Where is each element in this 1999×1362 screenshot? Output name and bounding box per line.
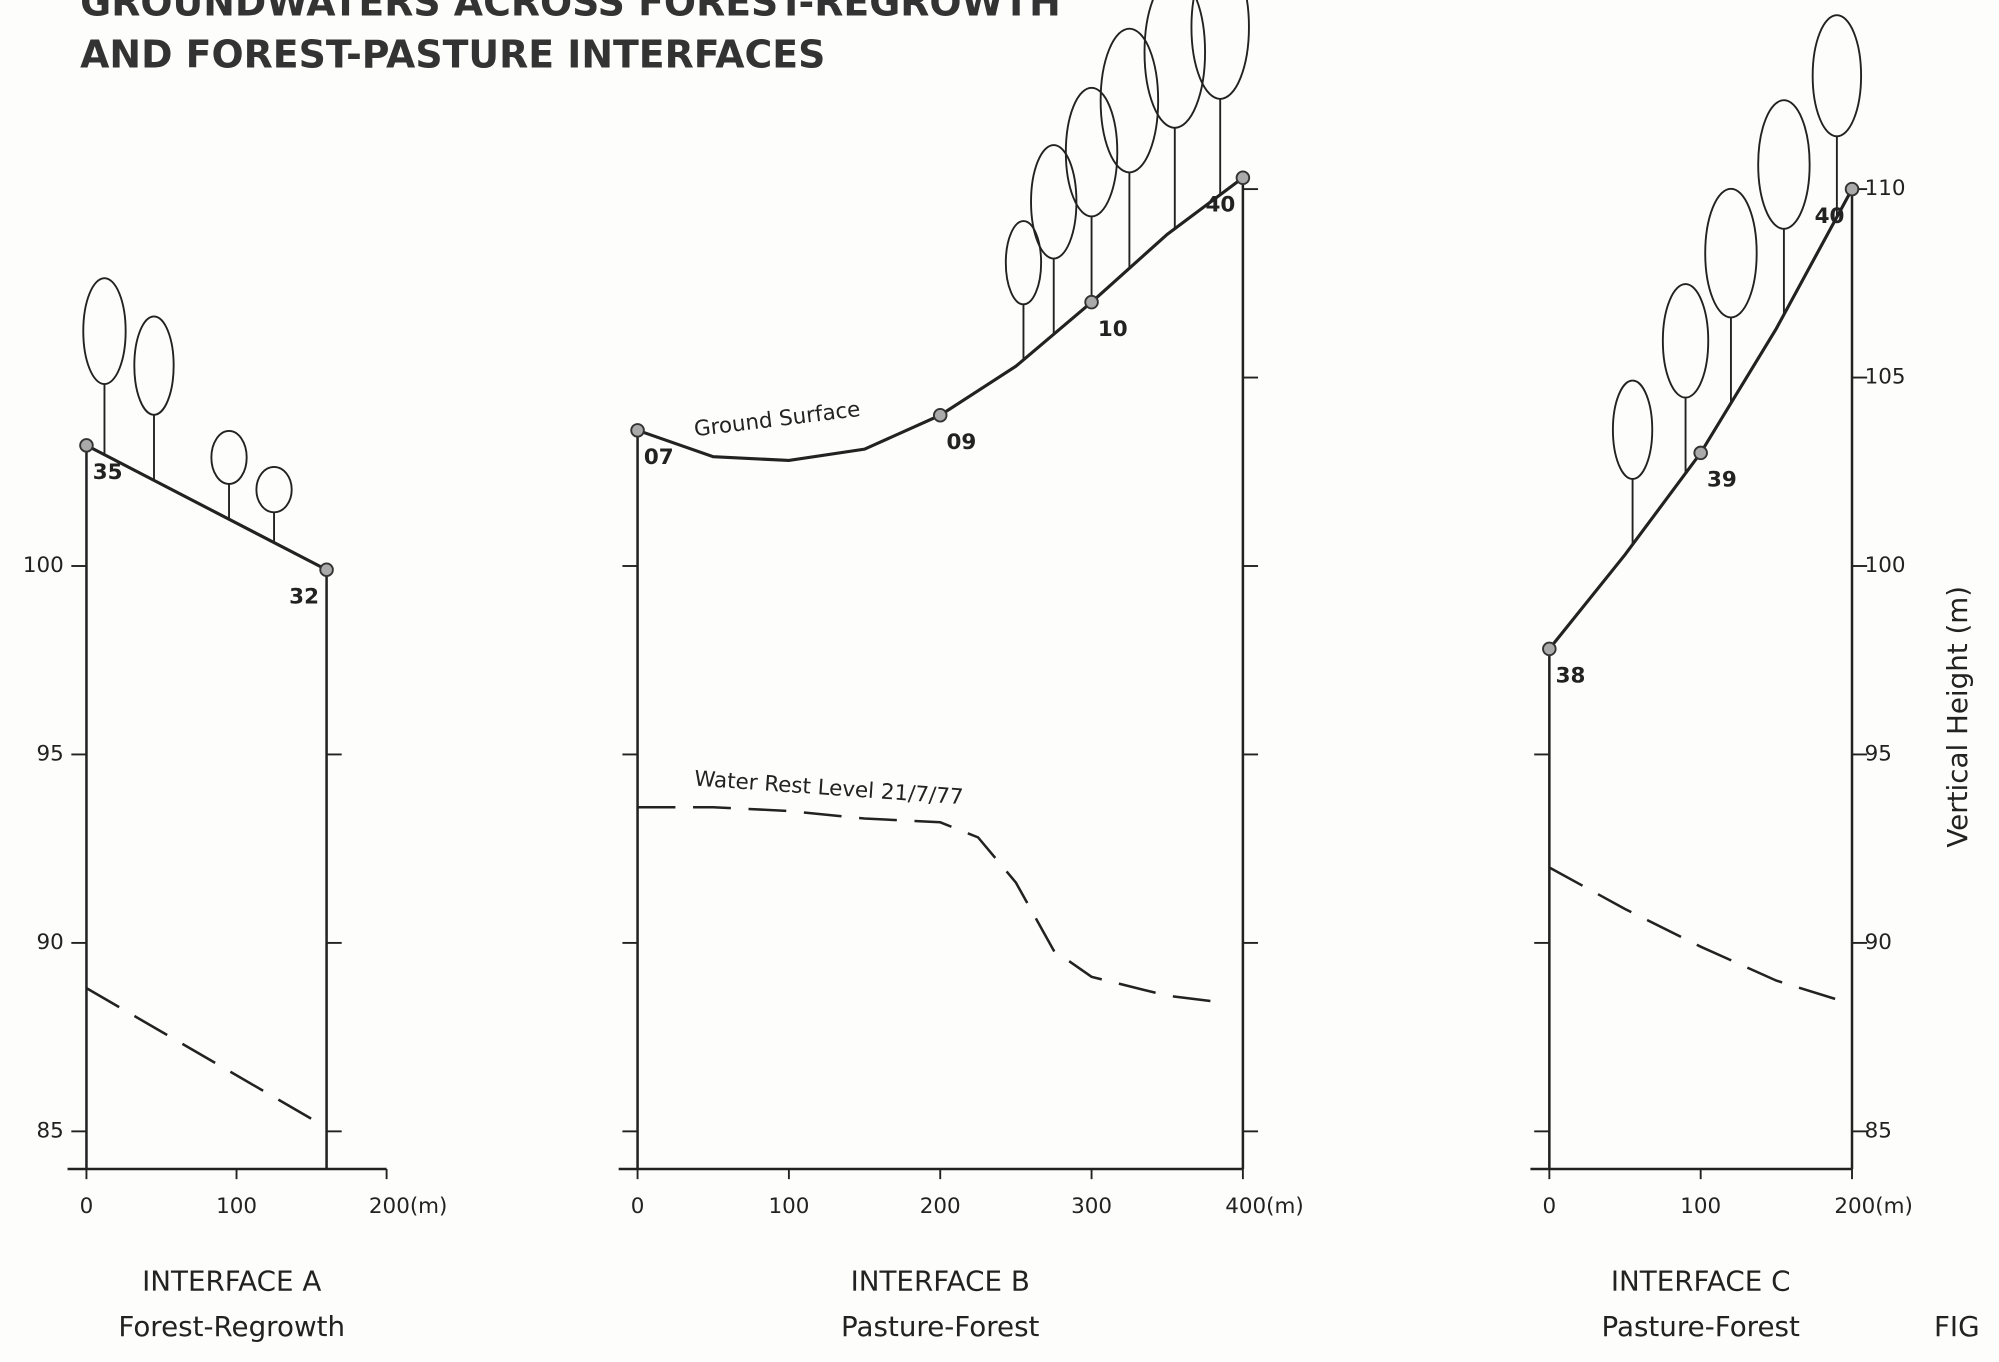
x-tick-label: 200(m)	[369, 1194, 447, 1219]
panel-subtitle: Pasture-Forest	[1601, 1310, 1799, 1343]
y-tick-label: 85	[1865, 1118, 1892, 1143]
bore-label: 07	[644, 445, 674, 470]
x-tick-label: 200(m)	[1834, 1194, 1912, 1219]
tree-crown	[1613, 381, 1652, 479]
x-tick-label: 0	[1543, 1194, 1557, 1219]
water-level-line	[86, 988, 326, 1127]
tree-crown	[1191, 0, 1249, 99]
line-annotation: Ground Surface	[693, 397, 862, 442]
bore-label: 40	[1206, 193, 1236, 218]
ground-line	[1549, 189, 1852, 649]
tree-crown	[1758, 100, 1809, 229]
bore-point	[1846, 183, 1859, 196]
figure-label: FIG	[1934, 1310, 1980, 1343]
x-tick-label: 0	[80, 1194, 94, 1219]
title-line: AND FOREST-PASTURE INTERFACES	[80, 32, 825, 76]
y-tick-label: 100	[1865, 553, 1906, 578]
y-tick-label: 95	[36, 741, 63, 766]
bore-point	[631, 424, 644, 437]
tree-crown	[211, 431, 246, 484]
bore-point	[1085, 296, 1098, 309]
x-tick-label: 0	[631, 1194, 645, 1219]
panel-title: INTERFACE B	[851, 1265, 1030, 1298]
y-tick-label: 110	[1865, 176, 1906, 201]
y-tick-label: 85	[36, 1118, 63, 1143]
x-tick-label: 100	[216, 1194, 257, 1219]
tree-crown	[1031, 145, 1076, 258]
x-tick-label: 100	[768, 1194, 809, 1219]
bore-label: 10	[1098, 317, 1128, 342]
bore-point	[1694, 447, 1707, 460]
x-tick-label: 300	[1071, 1194, 1112, 1219]
tree-crown	[1705, 189, 1756, 318]
y-tick-label: 95	[1865, 741, 1892, 766]
water-level-line	[1549, 868, 1837, 1000]
bore-point	[1237, 171, 1250, 184]
tree-crown	[1813, 15, 1861, 136]
y-tick-label: 105	[1865, 365, 1906, 390]
bore-label: 09	[947, 430, 977, 455]
tree-crown	[134, 316, 173, 414]
x-tick-label: 200	[920, 1194, 961, 1219]
bore-label: 32	[289, 585, 319, 610]
bore-label: 39	[1707, 468, 1737, 493]
tree-crown	[256, 467, 291, 512]
water-level-line	[638, 807, 1228, 1003]
panel-title: INTERFACE C	[1611, 1265, 1791, 1298]
bore-point	[934, 409, 947, 422]
tree-crown	[1663, 284, 1708, 398]
bore-point	[1543, 643, 1556, 656]
y-axis-label: Vertical Height (m)	[1941, 586, 1974, 848]
tree-crown	[1101, 29, 1159, 173]
bore-point	[320, 563, 333, 576]
bore-label: 38	[1556, 664, 1586, 689]
panel-subtitle: Forest-Regrowth	[118, 1310, 345, 1343]
bore-label: 40	[1815, 204, 1845, 229]
x-tick-label: 400(m)	[1225, 1194, 1303, 1219]
panel-title: INTERFACE A	[142, 1265, 321, 1298]
tree-crown	[83, 278, 125, 384]
panel-subtitle: Pasture-Forest	[841, 1310, 1039, 1343]
bore-point	[80, 439, 93, 452]
x-tick-label: 100	[1680, 1194, 1721, 1219]
title-line: GROUNDWATERS ACROSS FOREST-REGROWTH	[80, 0, 1061, 25]
bore-label: 35	[93, 460, 123, 485]
y-tick-label: 90	[1865, 930, 1892, 955]
y-tick-label: 100	[23, 553, 64, 578]
line-annotation: Water Rest Level 21/7/77	[693, 767, 964, 811]
y-tick-label: 90	[36, 930, 63, 955]
page: GROUNDWATERS ACROSS FOREST-REGROWTH AND …	[0, 0, 1999, 1362]
figure: GROUNDWATERS ACROSS FOREST-REGROWTH AND …	[0, 0, 1999, 1362]
